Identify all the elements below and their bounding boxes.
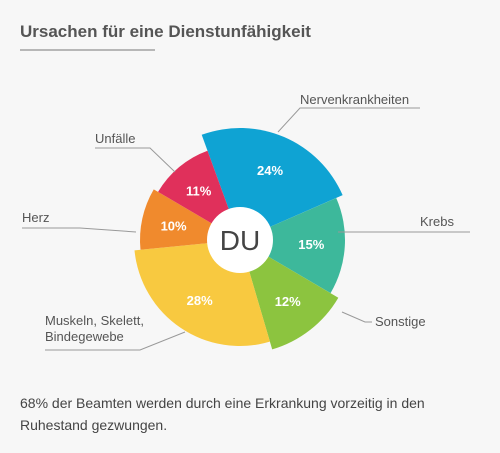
value-label: 10% xyxy=(161,218,187,233)
category-label: Nervenkrankheiten xyxy=(300,92,410,107)
leader-line xyxy=(95,147,176,173)
center-hole xyxy=(207,207,273,273)
leader-line xyxy=(277,107,420,133)
category-label: Krebs xyxy=(420,214,454,229)
pie-slice xyxy=(240,197,345,294)
category-label: Muskeln, Skelett, Bindegewebe xyxy=(45,313,144,344)
leader-line xyxy=(22,227,137,233)
value-label: 28% xyxy=(187,293,213,308)
leader-line xyxy=(45,331,186,351)
pie-slice xyxy=(240,240,339,350)
value-label: 12% xyxy=(275,294,301,309)
category-label: Herz xyxy=(22,210,50,225)
value-label: 15% xyxy=(298,237,324,252)
chart-title: Ursachen für eine Dienstunfähigkeit xyxy=(20,22,311,41)
leader-line xyxy=(341,311,372,323)
category-label: Unfälle xyxy=(95,131,136,146)
category-label: Sonstige xyxy=(375,314,426,329)
center-label: DU xyxy=(220,225,260,256)
value-label: 24% xyxy=(257,163,283,178)
footnote: 68% der Beamten werden durch eine Erkran… xyxy=(20,395,425,433)
value-label: 11% xyxy=(186,183,212,198)
